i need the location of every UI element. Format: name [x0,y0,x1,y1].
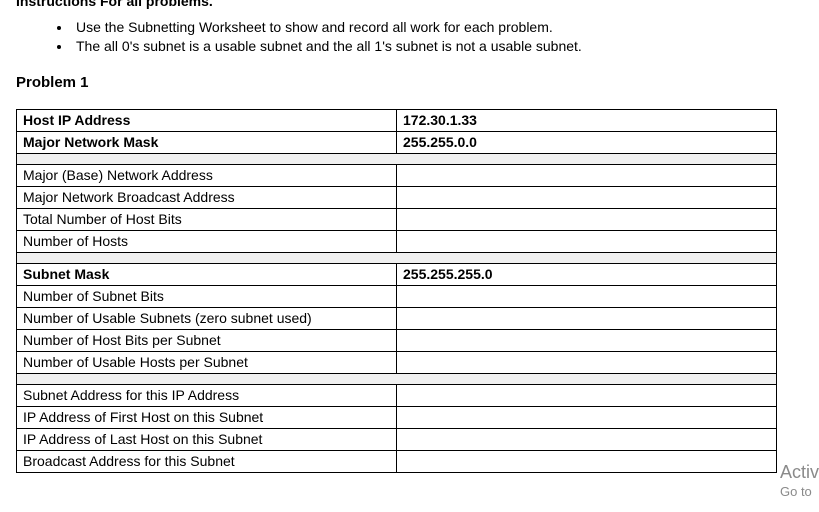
table-label-cell: Total Number of Host Bits [17,208,397,230]
table-label-cell: IP Address of Last Host on this Subnet [17,428,397,450]
table-row: Major Network Mask255.255.0.0 [17,131,777,153]
table-spacer-cell [17,373,777,384]
table-label-cell: Subnet Address for this IP Address [17,384,397,406]
table-value-cell [397,208,777,230]
table-value-cell: 255.255.255.0 [397,263,777,285]
table-value-cell [397,186,777,208]
subnetting-table: Host IP Address172.30.1.33Major Network … [16,109,777,473]
table-row: Number of Hosts [17,230,777,252]
table-value-cell [397,230,777,252]
table-row: Broadcast Address for this Subnet [17,450,777,472]
table-label-cell: Major Network Broadcast Address [17,186,397,208]
table-value-cell [397,384,777,406]
table-row: IP Address of Last Host on this Subnet [17,428,777,450]
table-row: Subnet Address for this IP Address [17,384,777,406]
table-row: Host IP Address172.30.1.33 [17,109,777,131]
table-value-cell [397,329,777,351]
table-row: Number of Subnet Bits [17,285,777,307]
table-label-cell: Major Network Mask [17,131,397,153]
table-spacer-row [17,373,777,384]
table-value-cell [397,307,777,329]
table-label-cell: IP Address of First Host on this Subnet [17,406,397,428]
instructions-list: Use the Subnetting Worksheet to show and… [16,18,803,56]
table-label-cell: Subnet Mask [17,263,397,285]
table-row: Number of Host Bits per Subnet [17,329,777,351]
table-value-cell [397,450,777,472]
windows-activation-watermark: Activ Go to [780,461,819,500]
table-value-cell [397,351,777,373]
table-value-cell [397,428,777,450]
table-label-cell: Number of Usable Hosts per Subnet [17,351,397,373]
instructions-bullet: Use the Subnetting Worksheet to show and… [72,18,803,37]
table-spacer-row [17,153,777,164]
table-label-cell: Major (Base) Network Address [17,164,397,186]
table-row: Number of Usable Subnets (zero subnet us… [17,307,777,329]
table-row: Number of Usable Hosts per Subnet [17,351,777,373]
problem-heading: Problem 1 [16,74,803,91]
watermark-line-2: Go to [780,484,819,500]
page: Instructions For all problems. Use the S… [0,0,819,473]
table-spacer-row [17,252,777,263]
instructions-bullet: The all 0's subnet is a usable subnet an… [72,37,803,56]
table-row: Major Network Broadcast Address [17,186,777,208]
cut-instructions-line: Instructions For all problems. [16,0,803,9]
table-label-cell: Number of Host Bits per Subnet [17,329,397,351]
table-row: Major (Base) Network Address [17,164,777,186]
table-label-cell: Number of Usable Subnets (zero subnet us… [17,307,397,329]
table-label-cell: Broadcast Address for this Subnet [17,450,397,472]
table-spacer-cell [17,252,777,263]
table-value-cell: 255.255.0.0 [397,131,777,153]
table-value-cell: 172.30.1.33 [397,109,777,131]
table-value-cell [397,164,777,186]
table-row: Total Number of Host Bits [17,208,777,230]
table-spacer-cell [17,153,777,164]
table-label-cell: Host IP Address [17,109,397,131]
watermark-line-1: Activ [780,461,819,484]
table-label-cell: Number of Subnet Bits [17,285,397,307]
table-value-cell [397,406,777,428]
table-label-cell: Number of Hosts [17,230,397,252]
table-row: IP Address of First Host on this Subnet [17,406,777,428]
table-value-cell [397,285,777,307]
table-row: Subnet Mask255.255.255.0 [17,263,777,285]
